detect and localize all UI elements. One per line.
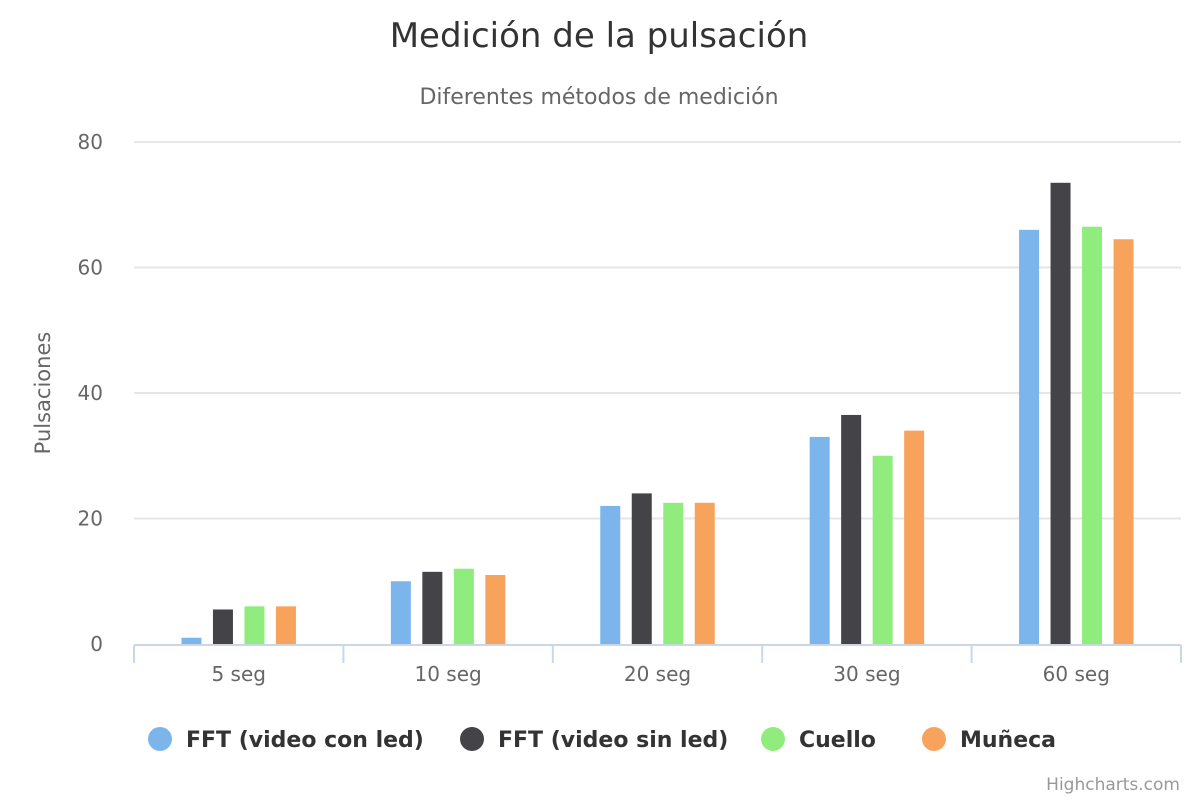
legend-item[interactable]: FFT (video con led) <box>148 727 424 753</box>
legend-item[interactable]: FFT (video sin led) <box>460 727 728 753</box>
y-tick-label: 40 <box>78 381 103 405</box>
y-tick-label: 0 <box>90 632 103 656</box>
legend-item[interactable]: Muñeca <box>922 727 1056 753</box>
legend-symbol <box>460 727 484 751</box>
y-tick-label: 80 <box>78 130 103 154</box>
bar[interactable] <box>1082 226 1103 644</box>
x-tick-label: 10 seg <box>414 662 481 686</box>
bar[interactable] <box>631 493 652 644</box>
bar[interactable] <box>809 436 830 644</box>
bar[interactable] <box>663 502 684 644</box>
legend-label[interactable]: Muñeca <box>960 728 1056 753</box>
gridlines <box>134 141 1181 520</box>
y-axis-tick-labels: 0 20 40 60 80 <box>78 130 103 656</box>
bar[interactable] <box>422 571 443 644</box>
x-tick-label: 5 seg <box>211 662 266 686</box>
legend-symbol <box>148 727 172 751</box>
y-tick-label: 60 <box>78 256 103 280</box>
chart-subtitle: Diferentes métodos de medición <box>419 85 778 110</box>
x-tick-label: 30 seg <box>833 662 900 686</box>
legend-symbol <box>761 727 785 751</box>
bar[interactable] <box>872 455 893 644</box>
legend: FFT (video con led) FFT (video sin led) Cu… <box>148 727 1056 753</box>
y-tick-label: 20 <box>78 507 103 531</box>
credits-link[interactable]: Highcharts.com <box>1046 775 1180 795</box>
chart-title: Medición de la pulsación <box>390 16 809 56</box>
bar[interactable] <box>390 581 411 644</box>
bar[interactable] <box>1113 239 1134 644</box>
bar[interactable] <box>600 505 621 644</box>
x-axis: 5 seg 10 seg 20 seg 30 seg 60 seg <box>133 644 1182 686</box>
bar[interactable] <box>275 606 296 644</box>
legend-label[interactable]: FFT (video sin led) <box>498 728 728 753</box>
bar[interactable] <box>181 637 202 644</box>
x-tick-label: 20 seg <box>624 662 691 686</box>
y-axis-title: Pulsaciones <box>31 332 55 455</box>
legend-label[interactable]: Cuello <box>799 728 876 753</box>
bar[interactable] <box>1050 182 1071 644</box>
bar[interactable] <box>212 609 233 644</box>
legend-symbol <box>922 727 946 751</box>
bar[interactable] <box>244 606 265 644</box>
bar[interactable] <box>841 414 862 644</box>
bar[interactable] <box>694 502 715 644</box>
legend-item[interactable]: Cuello <box>761 727 876 753</box>
x-tick-label: 60 seg <box>1043 662 1110 686</box>
bar[interactable] <box>1019 229 1040 644</box>
bar[interactable] <box>904 430 925 644</box>
legend-label[interactable]: FFT (video con led) <box>186 728 424 753</box>
bar[interactable] <box>485 574 506 644</box>
bar[interactable] <box>453 568 474 644</box>
bar-series <box>181 182 1134 644</box>
